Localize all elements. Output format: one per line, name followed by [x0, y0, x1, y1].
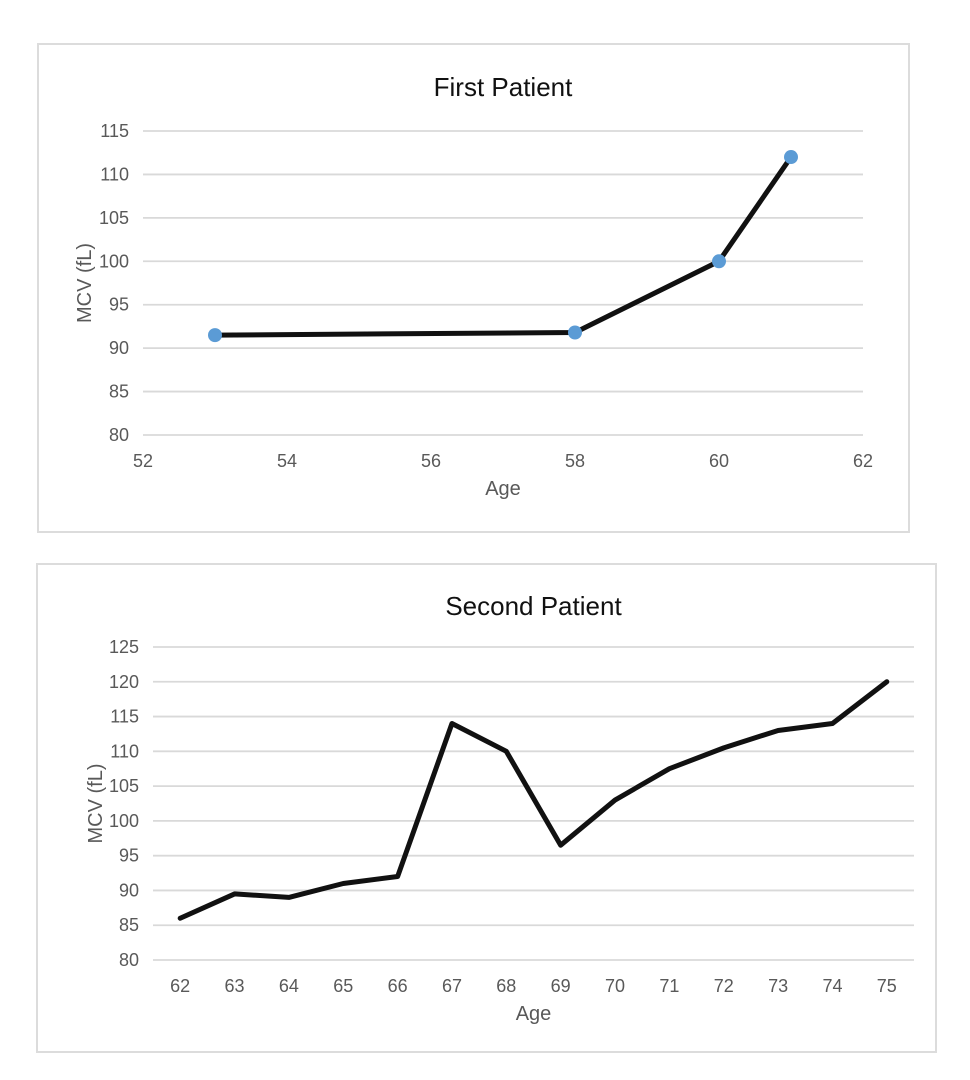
- x-tick-label: 69: [551, 976, 571, 996]
- y-tick-label: 105: [109, 776, 139, 796]
- second-patient-chart-title: Second Patient: [445, 591, 622, 621]
- x-tick-label: 63: [225, 976, 245, 996]
- y-tick-label: 85: [109, 382, 129, 402]
- x-tick-label: 67: [442, 976, 462, 996]
- x-tick-label: 54: [277, 451, 297, 471]
- x-axis-title: Age: [485, 478, 521, 500]
- y-tick-label: 105: [99, 208, 129, 228]
- x-tick-label: 70: [605, 976, 625, 996]
- second-patient-plot: 125 120 115 110 105 100 95 90 85 80 62 63 64 65 66 67 68…: [85, 637, 914, 1025]
- y-tick-label: 90: [119, 880, 139, 900]
- y-tick-label: 90: [109, 338, 129, 358]
- y-tick-label: 95: [109, 295, 129, 315]
- y-tick-label: 115: [100, 121, 129, 141]
- y-tick-label: 115: [110, 707, 139, 727]
- x-axis-title: Age: [516, 1003, 552, 1025]
- x-tick-label: 74: [822, 976, 842, 996]
- x-tick-label: 65: [333, 976, 353, 996]
- first-patient-chart-card: First Patient 115 110 105 100 95 90 85 80 52 54 56…: [37, 43, 910, 533]
- y-tick-label: 80: [119, 950, 139, 970]
- x-tick-label: 64: [279, 976, 299, 996]
- data-line: [212, 154, 794, 338]
- y-tick-label: 110: [110, 741, 139, 761]
- y-axis-title: MCV (fL): [85, 764, 107, 844]
- x-tick-label: 62: [170, 976, 190, 996]
- x-tick-label: 68: [496, 976, 516, 996]
- x-tick-label: 75: [877, 976, 897, 996]
- x-tick-label: 60: [709, 451, 729, 471]
- y-tick-label: 100: [109, 811, 139, 831]
- data-point-marker: [208, 328, 222, 343]
- y-tick-label: 120: [109, 672, 139, 692]
- x-tick-label: 71: [659, 976, 679, 996]
- y-tick-label: 80: [109, 425, 129, 445]
- data-point-marker: [784, 150, 798, 165]
- x-tick-label: 58: [565, 451, 585, 471]
- y-tick-label: 125: [109, 637, 139, 657]
- x-tick-label: 72: [714, 976, 734, 996]
- second-patient-chart-card: Second Patient 125 120 115 110 105 100 95 90 85 8…: [36, 563, 937, 1053]
- x-tick-label: 73: [768, 976, 788, 996]
- y-axis-title: MCV (fL): [74, 243, 96, 323]
- data-point-marker: [568, 325, 582, 340]
- y-tick-label: 85: [119, 915, 139, 935]
- x-tick-label: 66: [388, 976, 408, 996]
- first-patient-chart-title: First Patient: [433, 72, 573, 102]
- x-tick-label: 62: [853, 451, 873, 471]
- data-point-marker: [712, 254, 726, 269]
- y-tick-label: 95: [119, 846, 139, 866]
- y-tick-label: 110: [100, 164, 129, 184]
- x-tick-label: 52: [133, 451, 153, 471]
- y-tick-label: 100: [99, 251, 129, 271]
- x-tick-label: 56: [421, 451, 441, 471]
- data-line: [177, 679, 890, 921]
